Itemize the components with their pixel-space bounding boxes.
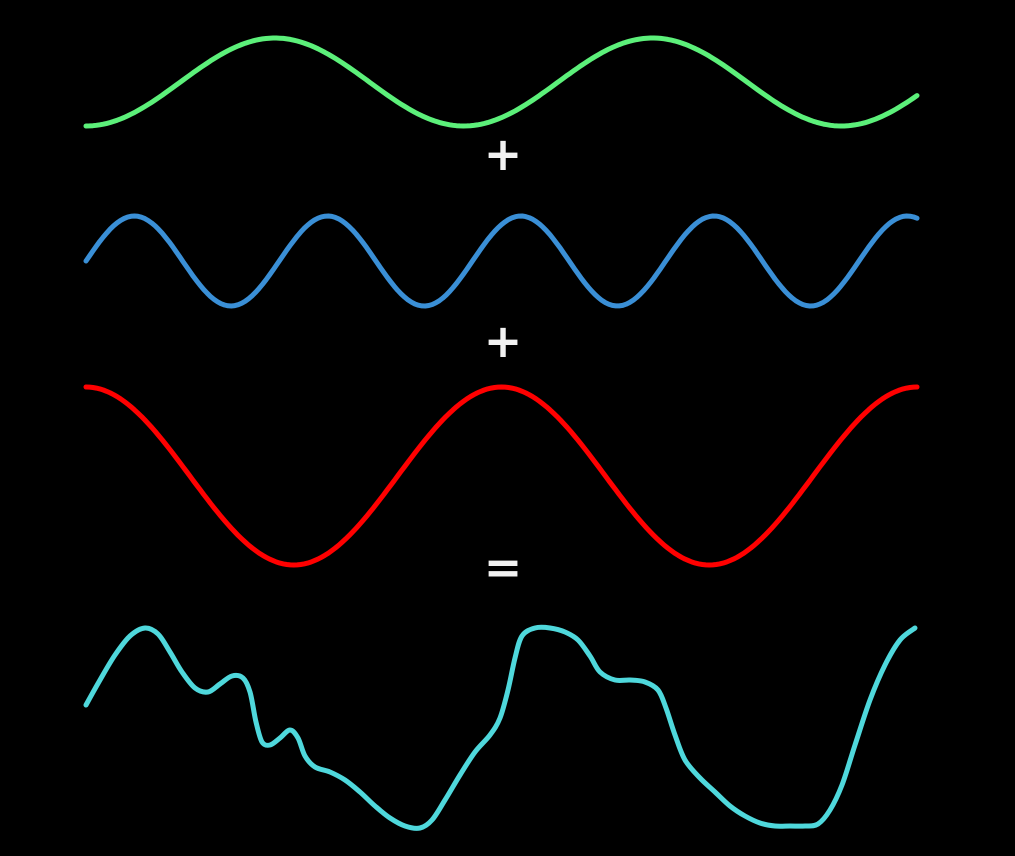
plus-sign-2: + xyxy=(483,314,523,368)
green-sine-wave xyxy=(83,35,920,129)
plus-sign-1: + xyxy=(483,127,523,181)
red-sine-wave xyxy=(83,384,920,568)
equals-sign: = xyxy=(483,540,523,594)
blue-sine-wave xyxy=(83,213,920,309)
cyan-sum-wave xyxy=(83,624,918,831)
